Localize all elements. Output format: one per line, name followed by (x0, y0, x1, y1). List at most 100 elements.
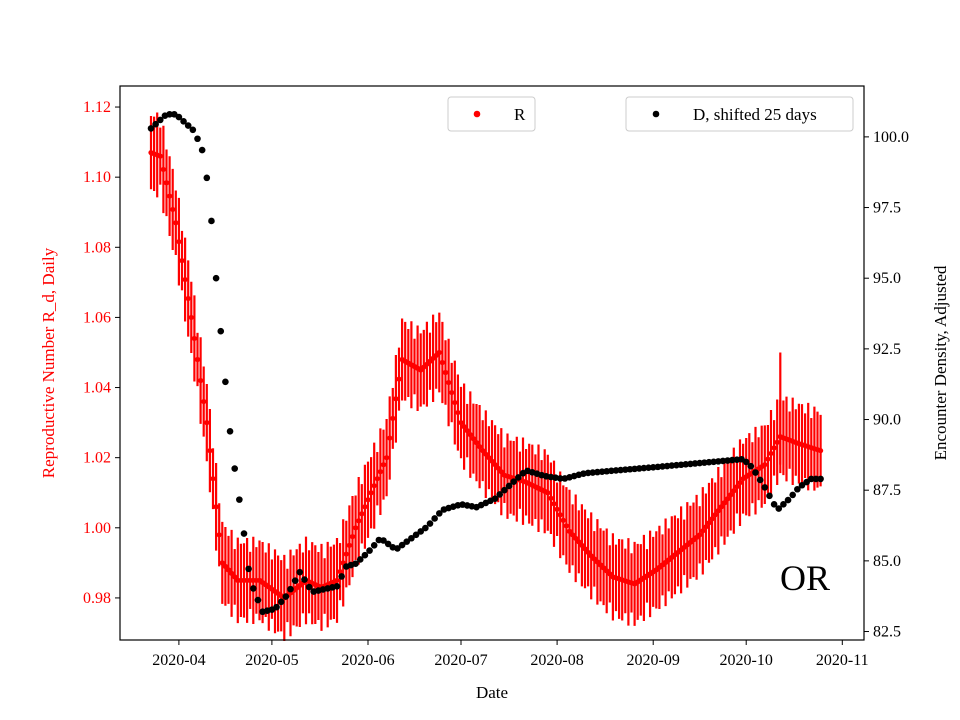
d-point (352, 560, 359, 567)
r-point (160, 166, 166, 173)
r-point (167, 193, 173, 199)
r-point (566, 528, 573, 534)
right-y-tick-label: 92.5 (873, 341, 901, 358)
r-point (495, 465, 501, 471)
r-point (436, 349, 442, 356)
r-point (353, 525, 359, 531)
d-point (157, 116, 164, 124)
left-y-tick-label: 1.04 (83, 380, 111, 397)
legend-d-label: D, shifted 25 days (693, 105, 817, 124)
d-point (431, 515, 438, 522)
d-point (756, 476, 764, 484)
d-point (747, 462, 755, 470)
r-point (179, 258, 185, 264)
r-point (176, 239, 182, 245)
r-point (700, 528, 706, 534)
d-point (356, 556, 364, 563)
r-point (483, 451, 489, 457)
r-point (374, 476, 380, 482)
r-point (498, 469, 504, 475)
x-tick-label: 2020-10 (720, 652, 773, 669)
d-point (394, 545, 401, 552)
r-point (396, 376, 402, 382)
r-point (563, 523, 570, 529)
r-point (442, 369, 449, 376)
d-point (184, 122, 192, 129)
r-point (380, 462, 387, 468)
left-y-axis-label: Reproductive Number R_d, Daily (39, 247, 58, 478)
right-y-tick-label: 82.5 (873, 624, 901, 641)
r-point (349, 533, 356, 540)
r-point (191, 335, 197, 342)
d-point (436, 510, 443, 517)
d-point (370, 542, 378, 549)
right-y-tick-label: 97.5 (873, 200, 901, 217)
x-tick-label: 2020-07 (434, 652, 487, 669)
d-point (175, 113, 183, 121)
right-y-tick-label: 90.0 (873, 412, 901, 429)
d-point (273, 603, 280, 611)
d-point (770, 501, 778, 508)
left-y-tick-label: 1.08 (83, 239, 111, 256)
right-y-tick-label: 100.0 (873, 129, 909, 146)
d-point (152, 120, 159, 128)
r-point (390, 415, 396, 421)
d-point (180, 118, 187, 125)
d-point (287, 585, 294, 593)
r-point (725, 496, 731, 502)
d-point (515, 474, 522, 481)
r-point (201, 398, 207, 405)
d-point (194, 135, 201, 143)
r-series (148, 112, 824, 642)
r-point (368, 490, 374, 496)
r-point (718, 504, 725, 510)
r-point (198, 377, 204, 384)
left-y-tick-label: 0.98 (83, 590, 111, 607)
r-point (774, 439, 780, 445)
r-point (728, 492, 734, 498)
d-point (226, 428, 234, 435)
legend-r: R (447, 96, 536, 132)
r-point (173, 220, 179, 226)
d-point (212, 274, 220, 282)
right-y-tick-label: 87.5 (873, 482, 901, 499)
r-point (548, 495, 554, 501)
r-point (362, 504, 368, 510)
d-point (296, 568, 304, 576)
r-point (570, 532, 576, 538)
d-point (742, 458, 750, 466)
r-point (170, 206, 176, 213)
d-point (236, 496, 243, 503)
left-y-tick-label: 1.00 (83, 520, 111, 537)
d-point (245, 565, 252, 573)
d-point (282, 593, 290, 600)
d-point (408, 534, 415, 542)
d-point (166, 110, 173, 118)
d-point (491, 495, 499, 502)
d-point (198, 146, 206, 154)
r-point (480, 448, 486, 454)
d-point (510, 478, 517, 486)
r-point (439, 359, 445, 366)
left-y-tick-label: 1.02 (83, 450, 111, 467)
r-point (765, 456, 771, 462)
r-point (709, 516, 715, 522)
r-point (387, 435, 393, 441)
state-label: OR (780, 558, 830, 598)
d-point (240, 530, 248, 537)
d-point (426, 520, 434, 527)
r-point (470, 436, 476, 442)
d-point (761, 484, 769, 491)
r-point (365, 497, 371, 503)
r-point (715, 508, 721, 514)
d-point (556, 475, 564, 482)
legend-d: D, shifted 25 days (625, 96, 854, 132)
r-point (337, 569, 343, 575)
r-point (467, 432, 473, 438)
d-point (496, 491, 504, 498)
r-point (762, 462, 768, 468)
r-point (232, 574, 238, 580)
d-point (398, 541, 406, 549)
r-point (703, 524, 709, 530)
